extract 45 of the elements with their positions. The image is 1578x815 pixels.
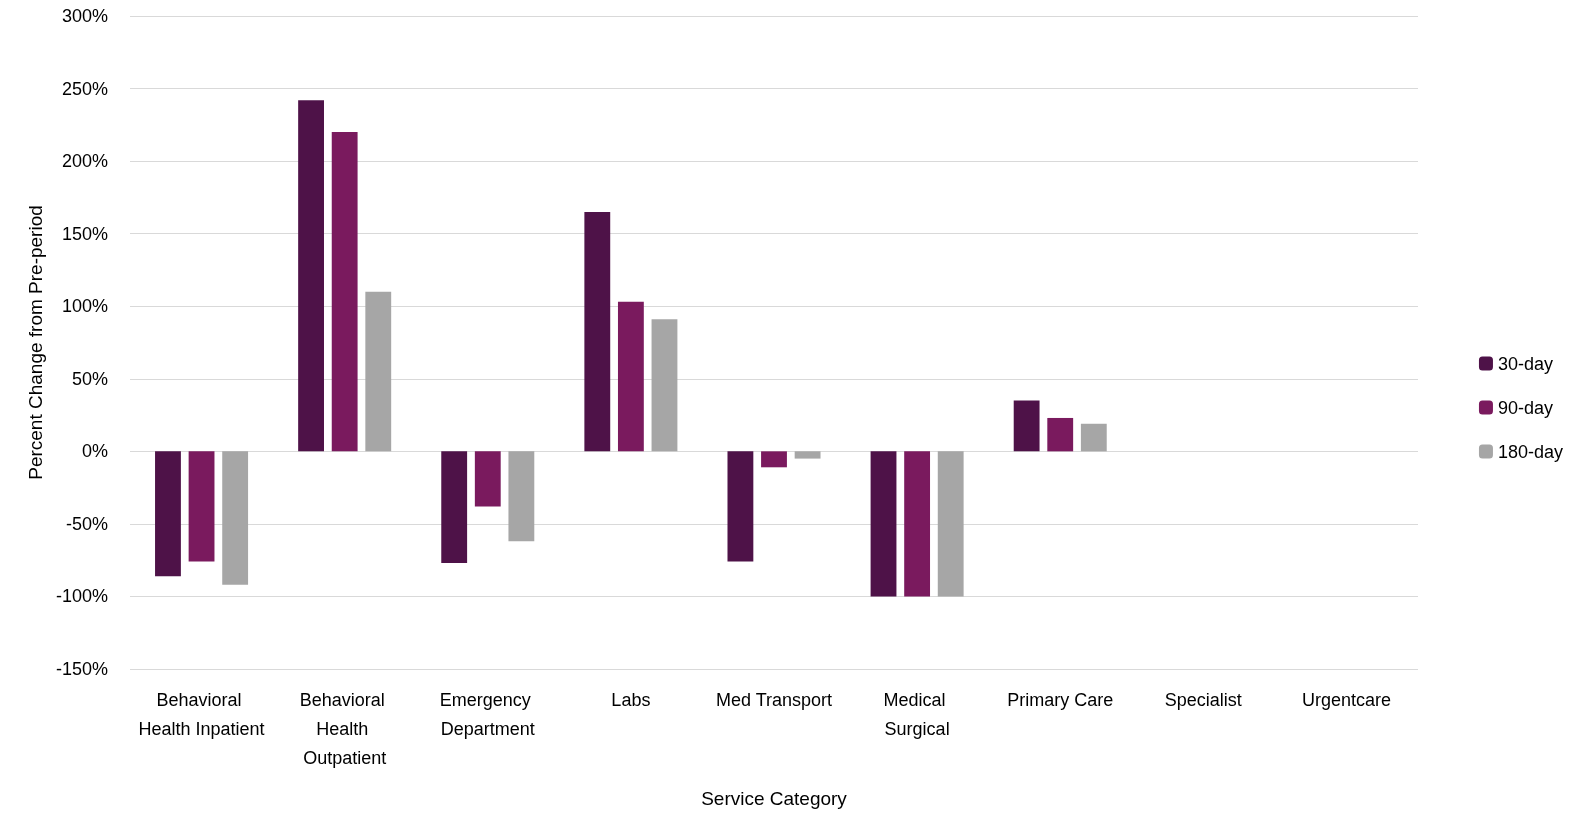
bar [617, 301, 644, 452]
y-tick-label: 300% [61, 6, 108, 26]
bar [651, 319, 678, 452]
x-tick-label: Emergency Department [439, 689, 536, 739]
bar [794, 451, 821, 459]
bar [937, 451, 964, 597]
x-axis-title: Service Category [701, 788, 848, 809]
bar [761, 451, 787, 468]
y-tick-label: 200% [61, 151, 108, 172]
bar [331, 132, 358, 452]
y-tick-label: 100% [61, 296, 108, 317]
bar [474, 451, 501, 507]
bar [1047, 417, 1074, 452]
legend-label: 90-day [1497, 397, 1553, 418]
x-tick-label: Specialist [1164, 689, 1242, 710]
bar [870, 451, 897, 597]
y-tick-label: -100% [55, 586, 108, 607]
bar [441, 451, 468, 564]
x-tick-label: Primary Care [1007, 689, 1114, 710]
y-axis-title: Percent Change from Pre-period [25, 205, 46, 480]
bar [904, 451, 931, 597]
x-tick-label: Behavioral Health Outpatient [299, 689, 390, 768]
bar [188, 451, 215, 562]
y-tick-label: 50% [71, 368, 108, 389]
legend-label: 180-day [1497, 441, 1564, 462]
y-tick-label: -50% [65, 513, 108, 534]
y-tick-label: 150% [61, 223, 108, 244]
x-tick-label: Med Transport [715, 689, 833, 710]
legend-label: 30-day [1497, 353, 1553, 374]
x-tick-label: Behavioral Health Inpatient [138, 689, 265, 739]
y-tick-label: 250% [61, 78, 108, 99]
bar [298, 100, 324, 452]
y-tick-label: 0% [81, 441, 108, 462]
bar [508, 451, 535, 542]
bar [1080, 423, 1107, 452]
x-tick-label: Urgentcare [1301, 689, 1391, 710]
bar [1013, 400, 1040, 452]
bar [727, 451, 754, 562]
x-tick-label: Labs [611, 689, 651, 710]
bar [365, 291, 392, 452]
bar [222, 451, 249, 585]
bar [584, 211, 611, 452]
x-tick-label: Medical Surgical [883, 689, 951, 739]
bar [155, 451, 181, 577]
y-tick-label: -150% [55, 659, 108, 679]
